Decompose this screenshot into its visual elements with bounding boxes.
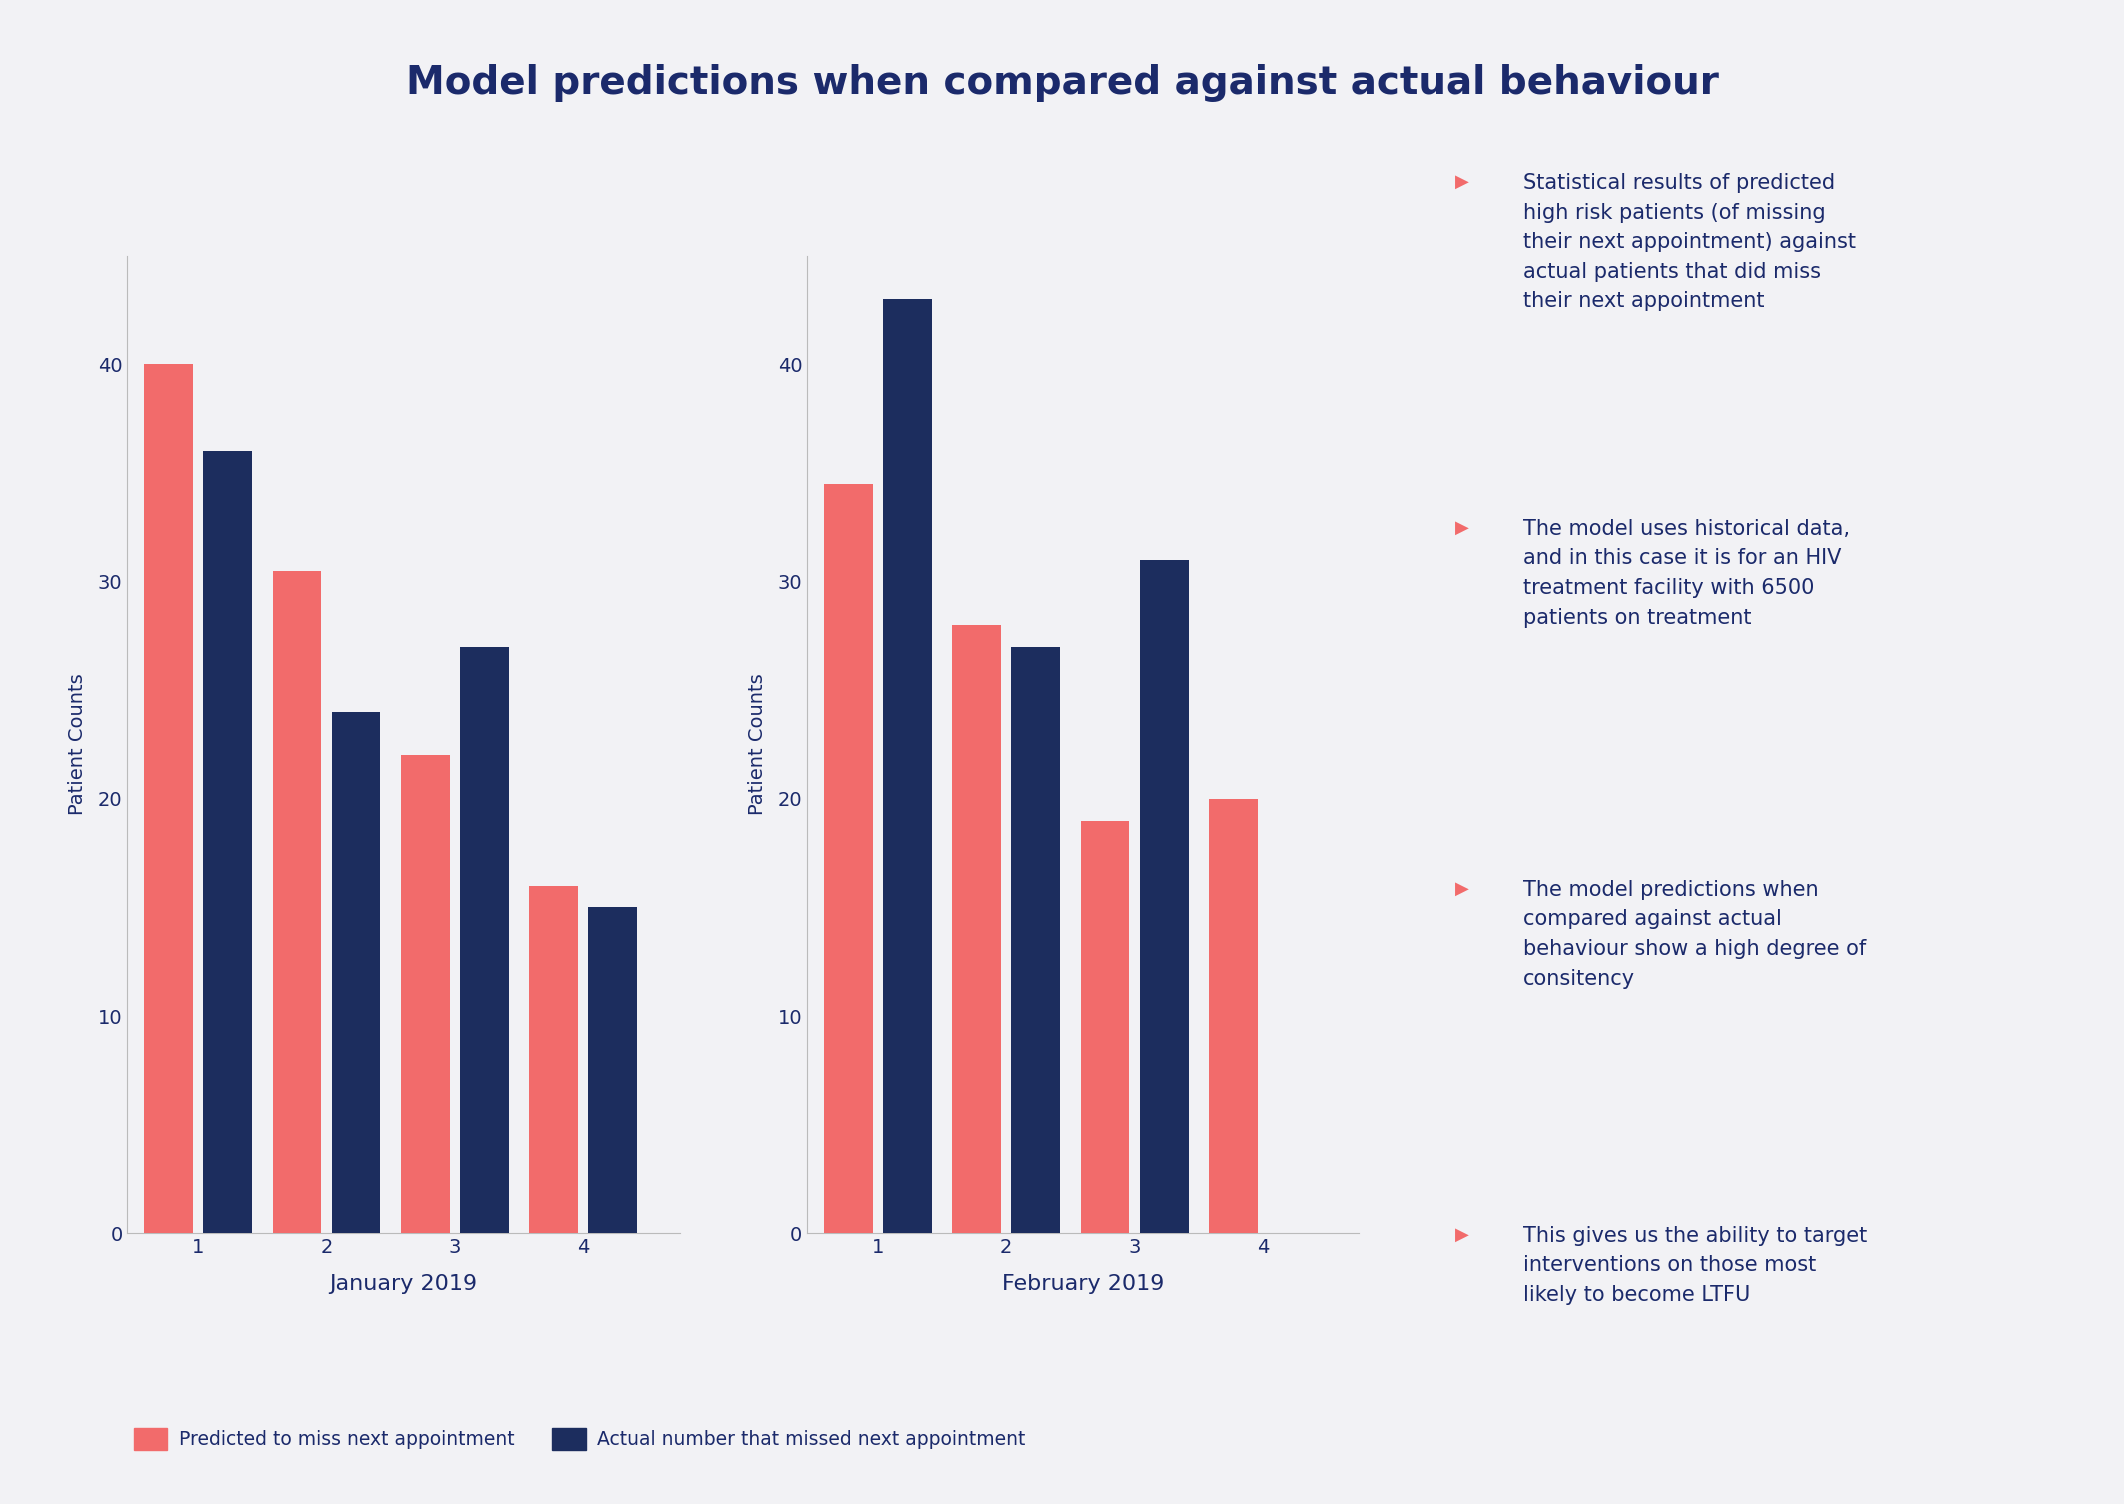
- Bar: [824, 484, 873, 1233]
- Bar: [884, 299, 932, 1233]
- Bar: [952, 626, 1000, 1233]
- X-axis label: January 2019: January 2019: [329, 1274, 478, 1293]
- Bar: [1141, 559, 1189, 1233]
- Bar: [401, 755, 450, 1233]
- Bar: [204, 451, 253, 1233]
- Bar: [1081, 821, 1130, 1233]
- Bar: [331, 711, 380, 1233]
- X-axis label: February 2019: February 2019: [1003, 1274, 1164, 1293]
- Legend: Predicted to miss next appointment, Actual number that missed next appointment: Predicted to miss next appointment, Actu…: [125, 1420, 1032, 1457]
- Bar: [588, 907, 637, 1233]
- Text: ▶: ▶: [1455, 519, 1470, 537]
- Bar: [1209, 799, 1257, 1233]
- Text: ▶: ▶: [1455, 1226, 1470, 1244]
- Text: Statistical results of predicted
high risk patients (of missing
their next appoi: Statistical results of predicted high ri…: [1523, 173, 1856, 311]
- Y-axis label: Patient Counts: Patient Counts: [68, 674, 87, 815]
- Bar: [461, 647, 510, 1233]
- Y-axis label: Patient Counts: Patient Counts: [748, 674, 767, 815]
- Bar: [272, 570, 321, 1233]
- Bar: [144, 364, 193, 1233]
- Text: ▶: ▶: [1455, 880, 1470, 898]
- Bar: [1011, 647, 1060, 1233]
- Text: ▶: ▶: [1455, 173, 1470, 191]
- Text: This gives us the ability to target
interventions on those most
likely to become: This gives us the ability to target inte…: [1523, 1226, 1867, 1305]
- Text: The model uses historical data,
and in this case it is for an HIV
treatment faci: The model uses historical data, and in t…: [1523, 519, 1850, 627]
- Text: Model predictions when compared against actual behaviour: Model predictions when compared against …: [406, 63, 1718, 102]
- Bar: [529, 886, 578, 1233]
- Text: The model predictions when
compared against actual
behaviour show a high degree : The model predictions when compared agai…: [1523, 880, 1867, 988]
